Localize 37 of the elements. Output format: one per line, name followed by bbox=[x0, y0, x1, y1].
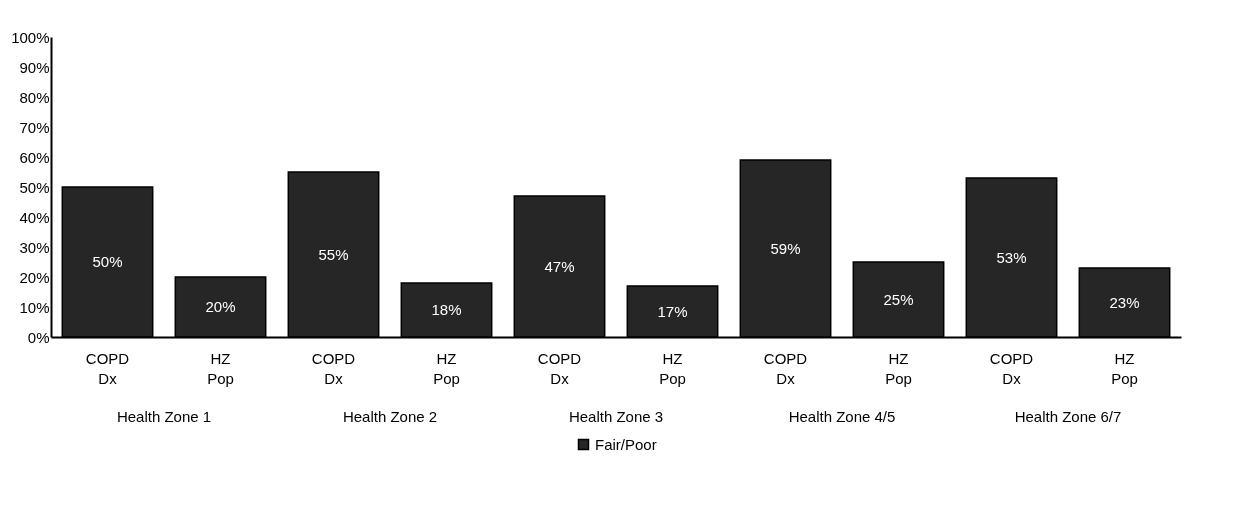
y-tick-label: 40% bbox=[19, 208, 50, 226]
y-tick-label: 60% bbox=[19, 148, 50, 166]
text: 20% bbox=[205, 298, 236, 315]
text: 18% bbox=[431, 301, 462, 318]
y-tick-label: 20% bbox=[19, 268, 50, 286]
x-tick-label: COPD Dx bbox=[85, 349, 130, 387]
text: 23% bbox=[1109, 293, 1140, 311]
text: 55% bbox=[318, 245, 349, 263]
text: 47% bbox=[544, 257, 575, 275]
y-tick-label: 30% bbox=[19, 238, 50, 256]
x-tick-label: HZ Pop bbox=[659, 349, 686, 387]
y-tick-label: 0% bbox=[27, 328, 50, 346]
x-tick-label: COPD Dx bbox=[989, 349, 1034, 387]
x-tick-label: HZ Pop bbox=[885, 349, 912, 387]
x-tick-label: HZ Pop bbox=[1111, 349, 1138, 387]
text: Health Zone 1 bbox=[116, 408, 212, 425]
y-tick-label: 10% bbox=[19, 298, 50, 316]
y-tick-label: 70% bbox=[19, 118, 50, 136]
text: 50% bbox=[92, 253, 123, 270]
text: Health Zone 2 bbox=[342, 408, 438, 425]
text: Health Zone 6/7 bbox=[1014, 408, 1122, 425]
text: 59% bbox=[770, 239, 801, 257]
x-tick-label: COPD Dx bbox=[537, 349, 582, 387]
text: 25% bbox=[883, 290, 914, 308]
x-tick-label: COPD Dx bbox=[763, 349, 808, 387]
text: 53% bbox=[996, 248, 1027, 266]
y-tick-label: 50% bbox=[19, 178, 50, 196]
text: Health Zone 4/5 bbox=[788, 408, 896, 425]
y-tick-label: 100% bbox=[11, 28, 50, 46]
y-tick-label: 80% bbox=[19, 88, 50, 106]
x-tick-label: COPD Dx bbox=[311, 349, 356, 387]
x-tick-label: HZ Pop bbox=[433, 349, 460, 387]
text: 17% bbox=[657, 302, 688, 320]
x-tick-label: HZ Pop bbox=[207, 349, 234, 387]
text: Health Zone 3 bbox=[568, 408, 664, 425]
legend-label: Fair/Poor bbox=[595, 435, 657, 453]
y-tick-label: 90% bbox=[19, 58, 50, 76]
